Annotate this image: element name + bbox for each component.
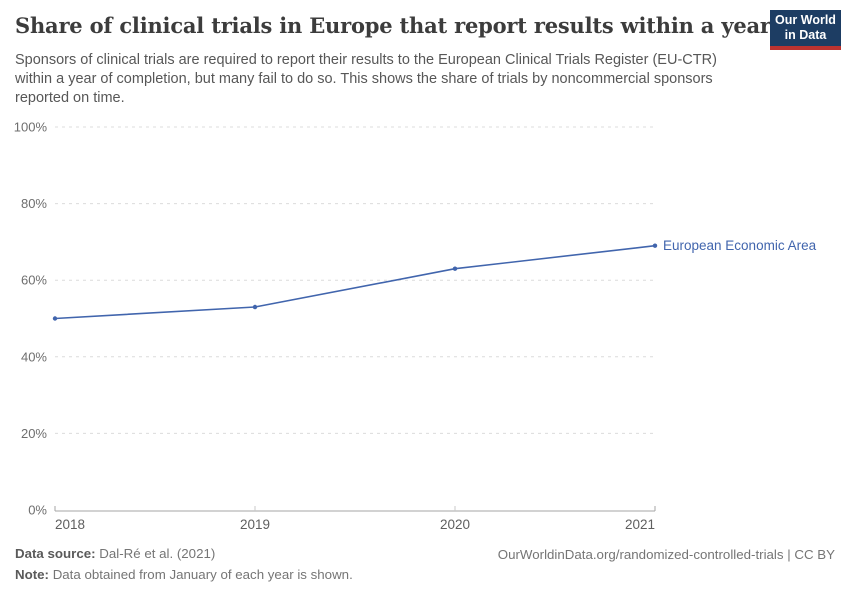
series-label: European Economic Area [663,238,817,253]
chart-subtitle: Sponsors of clinical trials are required… [15,52,717,106]
svg-text:40%: 40% [21,349,47,364]
series-line: European Economic Area [52,238,817,321]
svg-text:20%: 20% [21,426,47,441]
owid-logo-line2: in Data [784,28,827,42]
svg-text:100%: 100% [14,120,48,135]
data-point [252,304,258,310]
x-axis: 2018 2019 2020 2021 [54,506,656,532]
data-source-value: Dal-Ré et al. (2021) [99,546,216,561]
data-source-line: Data source: Dal-Ré et al. (2021) [15,546,215,561]
svg-text:0%: 0% [28,503,47,518]
y-gridlines: 0% 20% 40% 60% 80% 100% [14,120,655,518]
note-line: Note: Data obtained from January of each… [15,567,353,582]
svg-text:2021: 2021 [625,517,655,532]
note-label: Note: [15,567,49,582]
owid-logo: Our World in Data [770,10,841,50]
data-source-label: Data source: [15,546,96,561]
attribution-link[interactable]: OurWorldinData.org/randomized-controlled… [497,547,835,562]
page-title: Share of clinical trials in Europe that … [15,13,771,38]
data-point [452,266,458,271]
svg-text:80%: 80% [21,196,47,211]
line-chart: 0% 20% 40% 60% 80% 100% 2018 2019 2020 2021 Europe… [14,120,817,533]
svg-text:2020: 2020 [440,517,470,532]
owid-logo-line1: Our World [775,13,836,28]
data-point [652,243,658,248]
svg-text:2018: 2018 [55,517,85,532]
svg-text:2019: 2019 [240,517,270,532]
svg-text:60%: 60% [21,273,47,288]
data-point [52,316,58,321]
note-value: Data obtained from January of each year … [52,567,353,582]
